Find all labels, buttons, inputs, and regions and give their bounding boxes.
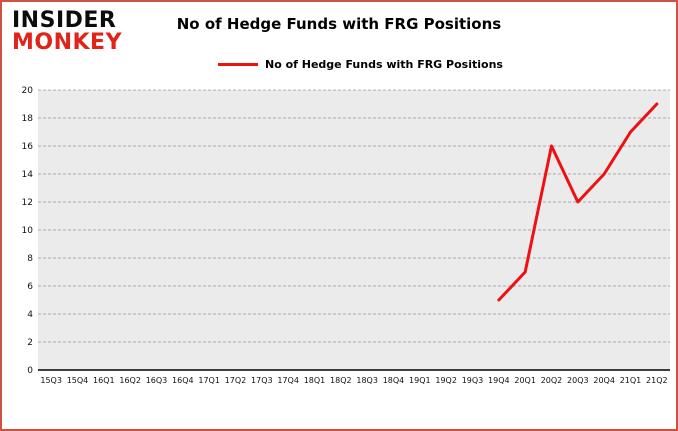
x-tick-label: 19Q2	[435, 376, 457, 385]
x-tick-label: 20Q3	[567, 376, 589, 385]
x-tick-label: 19Q3	[462, 376, 484, 385]
y-tick-label: 20	[22, 86, 34, 96]
y-tick-label: 2	[27, 338, 33, 348]
y-tick-label: 14	[22, 170, 34, 180]
x-tick-label: 20Q2	[541, 376, 563, 385]
x-tick-label: 17Q4	[277, 376, 299, 385]
legend-line-swatch	[218, 63, 258, 66]
logo-text-insider: INSIDER	[12, 8, 117, 33]
chart-title: No of Hedge Funds with FRG Positions	[176, 15, 502, 33]
x-tick-label: 19Q4	[488, 376, 510, 385]
y-tick-label: 18	[22, 114, 34, 124]
y-tick-label: 10	[22, 226, 34, 236]
x-tick-label: 16Q3	[146, 376, 168, 385]
x-tick-label: 15Q3	[40, 376, 62, 385]
x-tick-label: 18Q4	[383, 376, 405, 385]
x-tick-label: 17Q3	[251, 376, 273, 385]
x-tick-label: 20Q4	[593, 376, 615, 385]
logo-text-monkey: MONKEY	[12, 30, 123, 56]
y-tick-label: 12	[22, 198, 33, 208]
y-tick-label: 0	[27, 366, 33, 376]
insider-monkey-logo: INSIDER MONKEY	[12, 8, 123, 56]
x-tick-label: 19Q1	[409, 376, 431, 385]
x-tick-label: 16Q4	[172, 376, 194, 385]
x-tick-label: 21Q1	[620, 376, 642, 385]
x-tick-label: 17Q2	[225, 376, 247, 385]
y-tick-label: 6	[27, 282, 33, 292]
x-tick-label: 17Q1	[198, 376, 220, 385]
x-tick-label: 18Q3	[356, 376, 378, 385]
x-tick-label: 18Q1	[304, 376, 326, 385]
legend: No of Hedge Funds with FRG Positions	[218, 58, 503, 71]
series-line	[497, 102, 659, 302]
x-tick-label: 16Q2	[119, 376, 141, 385]
x-tick-label: 15Q4	[67, 376, 89, 385]
y-tick-label: 8	[27, 254, 33, 264]
x-tick-label: 16Q1	[93, 376, 115, 385]
y-tick-label: 4	[27, 310, 33, 320]
y-tick-label: 16	[22, 142, 34, 152]
legend-label: No of Hedge Funds with FRG Positions	[265, 58, 503, 71]
x-tick-label: 21Q2	[646, 376, 668, 385]
x-tick-label: 20Q1	[514, 376, 536, 385]
x-tick-label: 18Q2	[330, 376, 352, 385]
